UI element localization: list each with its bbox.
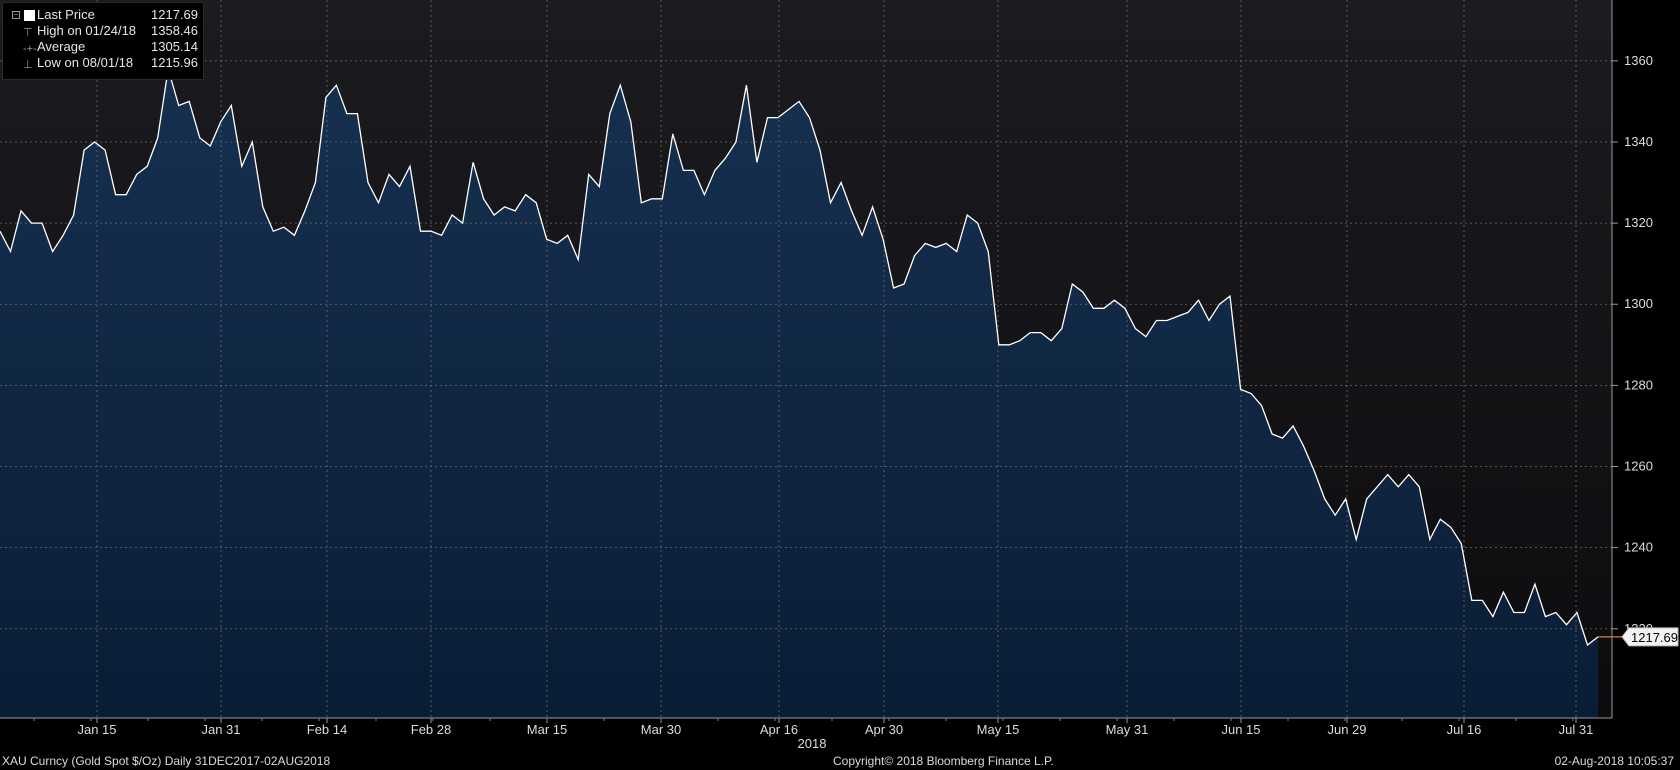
x-tick-label: Apr 16 <box>760 722 798 737</box>
x-tick-label: Feb 28 <box>411 722 451 737</box>
legend-average-label: Average <box>37 39 86 54</box>
x-tick-label: Feb 14 <box>307 722 347 737</box>
footer-copyright: Copyright© 2018 Bloomberg Finance L.P. <box>833 754 1054 768</box>
x-tick-label: Jul 31 <box>1559 722 1594 737</box>
x-tick-label: May 15 <box>977 722 1020 737</box>
legend-row-high: ⊤ High on 01/24/18 1358.46 <box>3 23 203 39</box>
x-tick-label: Jun 29 <box>1327 722 1366 737</box>
collapse-icon[interactable]: − <box>12 10 20 19</box>
footer-security-info: XAU Curncy (Gold Spot $/Oz) Daily 31DEC2… <box>2 754 331 768</box>
chart-legend: − Last Price 1217.69 ⊤ High on 01/24/18 … <box>2 2 204 80</box>
x-tick-label: Jun 15 <box>1221 722 1260 737</box>
x-tick-label: Apr 30 <box>865 722 903 737</box>
y-tick-label: 1280 <box>1624 377 1653 392</box>
x-tick-label: Jul 16 <box>1447 722 1482 737</box>
y-tick-label: 1260 <box>1624 458 1653 473</box>
x-tick-label: Jan 15 <box>77 722 116 737</box>
legend-low-value: 1215.96 <box>151 55 198 70</box>
legend-last-label: Last Price <box>37 7 95 22</box>
y-tick-label: 1340 <box>1624 134 1653 149</box>
x-axis-year-label: 2018 <box>798 736 827 751</box>
x-tick-label: Mar 15 <box>527 722 567 737</box>
legend-high-label: High on 01/24/18 <box>37 23 137 38</box>
legend-low-label: Low on 08/01/18 <box>37 55 134 70</box>
last-price-tag <box>1621 627 1679 647</box>
legend-high-value: 1358.46 <box>151 23 198 38</box>
last-price-tag-label: 1217.69 <box>1631 630 1678 645</box>
y-tick-label: 1360 <box>1624 53 1653 68</box>
y-tick-label: 1240 <box>1624 540 1653 555</box>
price-area <box>0 69 1598 718</box>
average-marker-icon: -+- <box>23 43 37 55</box>
price-line <box>0 68 1599 647</box>
x-tick-label: Jan 31 <box>201 722 240 737</box>
legend-last-value: 1217.69 <box>151 7 198 22</box>
x-tick-label: May 31 <box>1106 722 1149 737</box>
legend-row-last-price: − Last Price 1217.69 <box>3 7 203 23</box>
legend-average-value: 1305.14 <box>151 39 198 54</box>
footer-timestamp: 02-Aug-2018 10:05:37 <box>1554 754 1674 768</box>
y-tick-label: 1320 <box>1624 215 1653 230</box>
footer-band <box>0 752 1680 770</box>
last-price-swatch-icon <box>24 10 35 21</box>
y-tick-label: 1300 <box>1624 296 1653 311</box>
x-tick-label: Mar 30 <box>641 722 681 737</box>
legend-row-low: ⊥ Low on 08/01/18 1215.96 <box>3 55 203 71</box>
low-marker-icon: ⊥ <box>23 59 33 71</box>
high-marker-icon: ⊤ <box>23 27 33 39</box>
legend-row-average: -+- Average 1305.14 <box>3 39 203 55</box>
